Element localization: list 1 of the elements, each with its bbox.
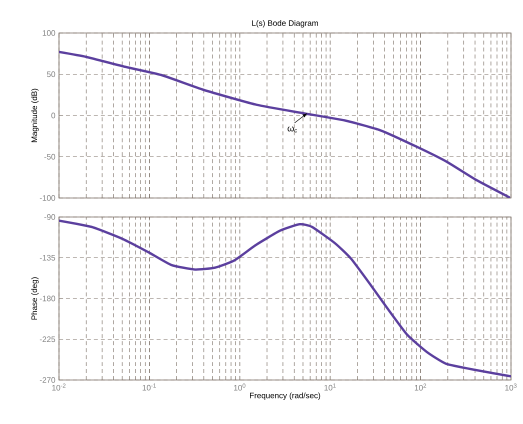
annotation: ω$_{c}$ xyxy=(288,126,298,132)
